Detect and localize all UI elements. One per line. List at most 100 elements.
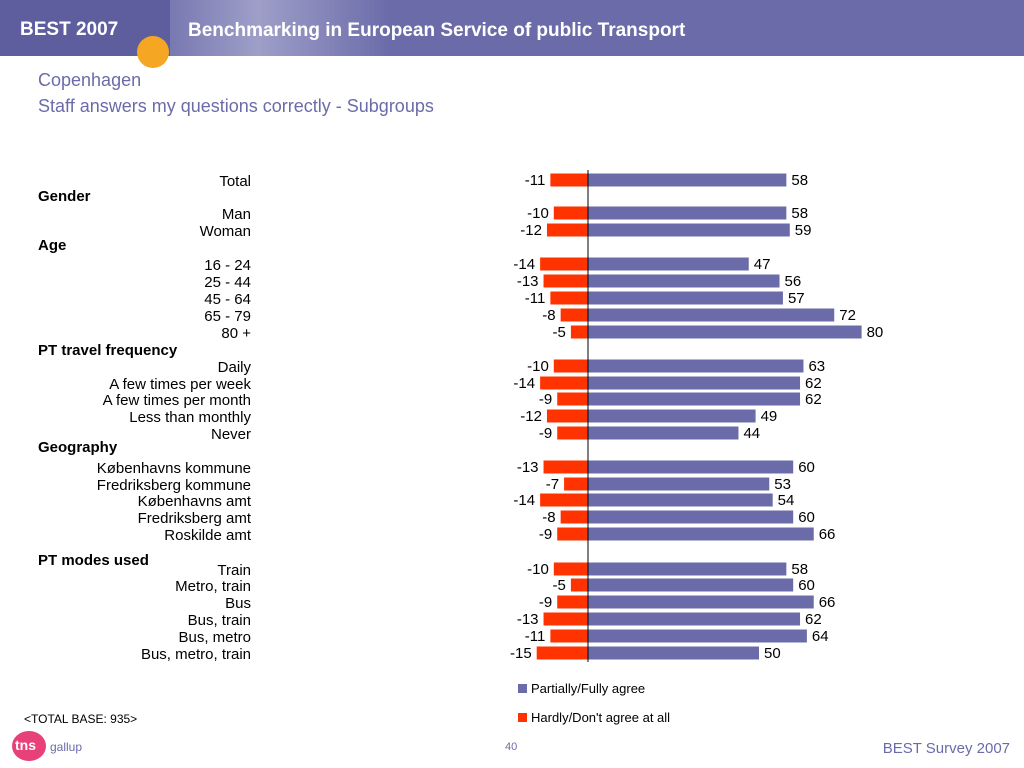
data-label-disagree: -10: [527, 358, 549, 375]
data-label-agree: 56: [785, 273, 802, 290]
data-label-agree: 62: [805, 391, 822, 408]
bar-disagree: [557, 527, 588, 541]
tns-logo-icon: [12, 731, 46, 761]
bar-disagree: [540, 493, 588, 507]
data-label-agree: 58: [791, 205, 808, 222]
data-label-disagree: -9: [539, 526, 552, 543]
bar-disagree: [536, 646, 588, 660]
data-label-disagree: -5: [553, 324, 566, 341]
bar-disagree: [546, 223, 588, 237]
heading-age: Age: [38, 237, 67, 254]
data-label-agree: 64: [812, 628, 829, 645]
data-label-disagree: -13: [517, 459, 539, 476]
bar-disagree: [550, 173, 588, 187]
data-label-disagree: -14: [513, 375, 535, 392]
data-label-disagree: -12: [520, 408, 542, 425]
diverging-bar-chart: -11 58 -10 58 -12 59 -14 47 -13 56 -11 57 -8 72 -5 80 -1…: [510, 170, 884, 662]
heading-geography: Geography: [38, 439, 118, 456]
category-label: 25 - 44: [204, 274, 251, 291]
data-label-agree: 80: [867, 324, 884, 341]
heading-modes: PT modes used: [38, 552, 149, 569]
data-label-disagree: -8: [542, 509, 555, 526]
bar-agree: [588, 206, 787, 220]
data-label-disagree: -9: [539, 425, 552, 442]
data-label-agree: 62: [805, 375, 822, 392]
data-label-disagree: -9: [539, 594, 552, 611]
bar-disagree: [540, 257, 588, 271]
legend-label-disagree: Hardly/Don't agree at all: [531, 710, 671, 725]
bar-disagree: [550, 291, 588, 305]
data-label-agree: 58: [791, 561, 808, 578]
bar-agree: [588, 510, 794, 524]
bar-disagree: [553, 206, 588, 220]
data-label-disagree: -5: [553, 577, 566, 594]
data-label-agree: 66: [819, 526, 836, 543]
bar-disagree: [570, 325, 588, 339]
bar-agree: [588, 291, 783, 305]
data-label-agree: 60: [798, 577, 815, 594]
category-label: Roskilde amt: [164, 527, 251, 544]
category-label: A few times per week: [109, 376, 251, 393]
data-label-agree: 44: [743, 425, 760, 442]
category-label: Never: [210, 426, 251, 443]
data-label-agree: 62: [805, 611, 822, 628]
data-label-agree: 53: [774, 476, 791, 493]
data-label-disagree: -7: [546, 476, 559, 493]
page-number: 40: [505, 741, 518, 753]
bar-agree: [588, 629, 807, 643]
data-label-disagree: -11: [525, 290, 546, 307]
category-label: Less than monthly: [129, 409, 251, 426]
data-label-agree: 59: [795, 222, 812, 239]
data-label-disagree: -11: [525, 172, 546, 189]
data-label-agree: 54: [778, 492, 795, 509]
header-photo: [170, 0, 390, 56]
data-label-disagree: -8: [542, 307, 555, 324]
bar-disagree: [564, 477, 588, 491]
bar-agree: [588, 274, 780, 288]
bar-agree: [588, 595, 814, 609]
bar-agree: [588, 612, 801, 626]
data-label-disagree: -9: [539, 391, 552, 408]
category-label: 45 - 64: [204, 291, 251, 308]
data-label-disagree: -14: [513, 492, 535, 509]
page-title: Copenhagen: [38, 70, 142, 90]
bar-agree: [588, 392, 801, 406]
bar-disagree: [560, 510, 588, 524]
bar-agree: [588, 527, 814, 541]
page-subtitle: Staff answers my questions correctly - S…: [38, 96, 434, 116]
bar-disagree: [557, 426, 588, 440]
data-label-disagree: -12: [520, 222, 542, 239]
category-label: Bus, train: [187, 612, 251, 629]
category-label: 65 - 79: [204, 308, 251, 325]
bar-agree: [588, 477, 770, 491]
bar-agree: [588, 409, 756, 423]
category-label: Bus, metro: [178, 629, 251, 646]
data-label-agree: 50: [764, 645, 781, 662]
logo-text: tns: [15, 737, 36, 753]
bar-disagree: [543, 612, 588, 626]
bar-agree: [588, 359, 804, 373]
data-label-disagree: -13: [517, 273, 539, 290]
legend-item-agree: Partially/Fully agree: [518, 681, 645, 696]
bar-disagree: [557, 392, 588, 406]
category-label: Bus, metro, train: [140, 646, 251, 663]
bar-agree: [588, 376, 801, 390]
bar-agree: [588, 173, 787, 187]
legend-swatch-disagree: [518, 713, 527, 722]
bar-disagree: [553, 359, 588, 373]
category-label: Man: [221, 206, 251, 223]
data-label-disagree: -10: [527, 561, 549, 578]
bar-agree: [588, 562, 787, 576]
category-label: Train: [217, 562, 251, 579]
heading-frequency: PT travel frequency: [38, 342, 178, 359]
bar-agree: [588, 493, 773, 507]
data-label-agree: 66: [819, 594, 836, 611]
bar-agree: [588, 223, 790, 237]
banner-title: Benchmarking in European Service of publ…: [188, 20, 686, 41]
category-label: Woman: [199, 223, 251, 240]
category-label: Fredriksberg kommune: [96, 477, 251, 494]
bar-agree: [588, 257, 749, 271]
data-label-agree: 72: [839, 307, 856, 324]
bar-disagree: [560, 308, 588, 322]
data-label-agree: 63: [808, 358, 825, 375]
